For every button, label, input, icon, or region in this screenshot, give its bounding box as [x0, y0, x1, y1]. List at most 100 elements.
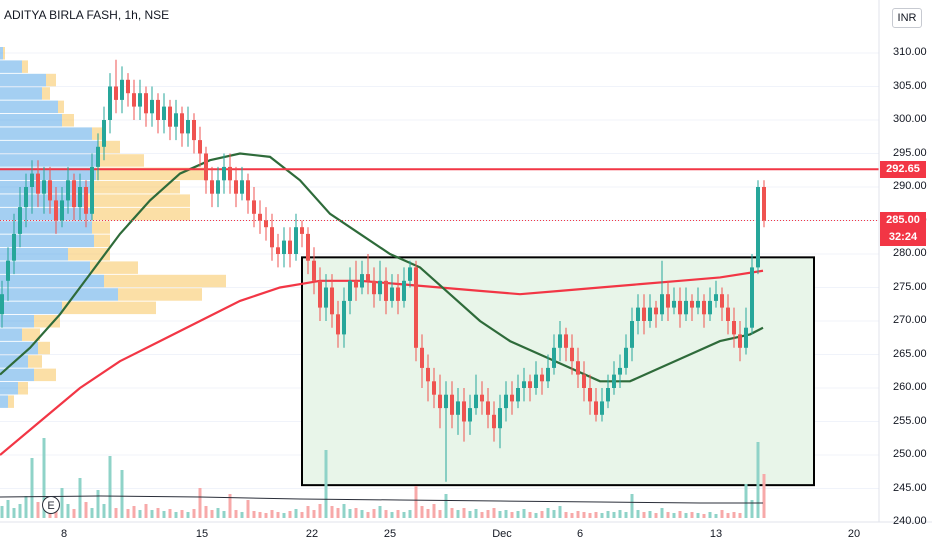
volume-bar	[576, 511, 580, 518]
earnings-marker[interactable]: E	[42, 496, 60, 514]
profile-up-bar	[0, 395, 8, 408]
candle-body	[636, 307, 640, 321]
price-tick-label: 300.00	[893, 113, 927, 125]
volume-bar	[744, 484, 748, 518]
candle-body	[762, 187, 766, 221]
volume-bar	[84, 502, 88, 518]
profile-up-bar	[0, 87, 42, 100]
volume-bar	[36, 502, 40, 518]
candle-body	[396, 287, 400, 301]
candle-body	[756, 187, 760, 268]
volume-bar	[6, 500, 10, 518]
volume-bar	[336, 508, 340, 518]
volume-bar	[348, 509, 352, 518]
volume-bar	[78, 478, 82, 518]
candle-body	[264, 220, 268, 228]
candle-body	[564, 334, 568, 348]
volume-bar	[516, 511, 520, 518]
candle-body	[300, 227, 304, 234]
candle-body	[744, 327, 748, 348]
candle-body	[306, 233, 310, 261]
volume-bar	[606, 511, 610, 518]
last-price-badge: 285.00	[880, 211, 926, 229]
candle-body	[654, 307, 658, 315]
profile-down-bar	[22, 60, 28, 73]
profile-down-bar	[18, 382, 28, 395]
volume-bar	[696, 513, 700, 518]
profile-down-bar	[46, 73, 56, 87]
candle-body	[138, 93, 142, 107]
volume-bar	[222, 511, 226, 518]
profile-up-bar	[0, 234, 94, 248]
candle-body	[444, 394, 448, 409]
volume-bar	[750, 500, 754, 518]
volume-bar	[468, 511, 472, 518]
volume-bar	[24, 496, 28, 518]
candle-body	[462, 401, 466, 422]
price-tick-label: 270.00	[893, 314, 927, 326]
volume-ma-line	[0, 495, 763, 504]
candle-body	[612, 374, 616, 388]
candle-body	[120, 79, 124, 100]
candle-body	[318, 280, 322, 308]
candle-body	[132, 93, 136, 107]
time-tick-label: 25	[383, 528, 397, 540]
profile-up-bar	[0, 368, 34, 382]
volume-bar	[756, 442, 760, 518]
price-tick-label: 255.00	[893, 414, 927, 427]
volume-bar	[672, 513, 676, 518]
candle-body	[720, 294, 724, 308]
profile-down-bar	[38, 341, 50, 355]
price-tick-label: 310.00	[893, 46, 927, 58]
profile-down-bar	[68, 248, 110, 261]
candle-body	[690, 300, 694, 308]
price-tick-label: 280.00	[893, 247, 927, 259]
time-tick-label: 22	[305, 528, 319, 540]
volume-bar	[492, 508, 496, 518]
price-tick-label: 265.00	[893, 347, 927, 360]
moving-average-line	[0, 152, 764, 383]
price-tick-label: 290.00	[893, 180, 927, 192]
candle-body	[270, 227, 274, 248]
volume-bar	[678, 511, 682, 518]
candle-body	[228, 166, 232, 181]
profile-up-bar	[0, 194, 86, 207]
candle-body	[48, 180, 52, 201]
volume-bar	[618, 510, 622, 518]
volume-bar	[276, 512, 280, 518]
symbol-title[interactable]: ADITYA BIRLA FASH, 1h, NSE	[4, 8, 170, 22]
candle-body	[504, 394, 508, 409]
horizontal-lines	[0, 168, 879, 221]
profile-down-bar	[94, 234, 110, 248]
profile-up-bar	[0, 221, 92, 234]
volume-bar	[282, 513, 286, 518]
resistance-price-badge: 292.65	[880, 161, 926, 179]
volume-bar	[384, 510, 388, 518]
volume-bar	[720, 510, 724, 518]
profile-up-bar	[0, 288, 118, 301]
candle-body	[750, 267, 754, 328]
volume-bar	[510, 512, 514, 518]
volume-bar	[306, 506, 310, 518]
volume-bar	[168, 509, 172, 518]
volume-bar	[228, 494, 232, 518]
profile-up-bar	[0, 167, 96, 181]
currency-label[interactable]: INR	[892, 8, 922, 28]
volume-bar	[294, 509, 298, 518]
profile-down-bar	[28, 355, 42, 368]
candle-body	[546, 367, 550, 382]
candle-body	[558, 334, 562, 348]
candle-body	[150, 99, 154, 114]
candle-body	[282, 240, 286, 254]
candle-body	[630, 321, 634, 348]
volume-bar	[582, 512, 586, 518]
candle-body	[408, 267, 412, 281]
volume-bar	[588, 513, 592, 518]
profile-down-bar	[92, 181, 180, 194]
volume-bar	[684, 513, 688, 518]
volume-bar	[738, 513, 742, 518]
price-tick-label: 245.00	[893, 481, 927, 494]
profile-down-bar	[96, 167, 208, 181]
candle-body	[312, 260, 316, 281]
